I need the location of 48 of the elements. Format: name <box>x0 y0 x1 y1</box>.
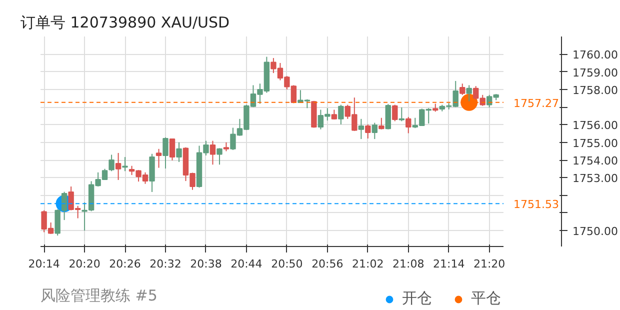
text: 风险管理教练 #5 <box>40 286 158 304</box>
candlestick <box>108 154 114 172</box>
candlestick <box>162 136 168 169</box>
candlestick <box>378 117 384 130</box>
y-tick-label: 1754.00 <box>572 154 618 168</box>
x-tick-label: 20:44 <box>230 258 262 270</box>
y-tick-label: 1760.00 <box>572 48 618 62</box>
candlestick <box>115 152 122 180</box>
x-tick-label: 20:26 <box>109 258 141 270</box>
x-tick-label: 21:20 <box>473 258 506 270</box>
candlestick <box>331 109 338 120</box>
ref-line-label: 1757.27 <box>514 96 559 110</box>
ref-line-label: 1751.53 <box>514 198 559 212</box>
chart-title: 订单号 120739890 XAU/USD <box>20 14 230 32</box>
legend-label: 开仓 <box>402 289 432 308</box>
x-tick-label: 20:50 <box>271 258 303 270</box>
candlestick <box>406 116 412 134</box>
candlestick <box>372 122 378 140</box>
x-tick-label: 20:32 <box>150 258 182 270</box>
x-tick-label: 20:56 <box>312 258 344 270</box>
x-tick-label: 20:20 <box>68 258 100 270</box>
x-tick-label: 21:14 <box>433 258 465 270</box>
y-tick-label: 1759.00 <box>572 66 618 80</box>
candlestick <box>122 156 128 172</box>
x-tick-label: 21:02 <box>352 258 384 270</box>
x-tick-label: 20:14 <box>28 258 60 270</box>
candlestick <box>169 138 176 161</box>
legend-label: 平仓 <box>471 289 501 308</box>
candlestick <box>338 104 344 125</box>
y-tick-label: 1758.00 <box>572 84 618 97</box>
candlestick <box>466 84 472 102</box>
candlestick <box>358 118 364 140</box>
candlestick <box>392 104 398 122</box>
candlestick <box>398 106 405 122</box>
candlestick <box>210 140 216 166</box>
candlestick <box>365 124 371 139</box>
x-tick-label: 20:38 <box>190 258 222 270</box>
candlestick <box>460 83 466 96</box>
candlestick <box>149 153 155 192</box>
y-tick-label: 1753.00 <box>572 172 618 186</box>
x-tick-label: 21:08 <box>392 258 424 270</box>
y-tick-label: 1755.00 <box>572 136 618 150</box>
y-tick-label: 1756.00 <box>572 119 618 132</box>
candlestick <box>176 142 182 162</box>
candlestick <box>156 148 162 168</box>
candlestick <box>385 104 391 130</box>
y-tick-label: 1750.00 <box>572 225 618 238</box>
candlestick <box>216 148 222 166</box>
